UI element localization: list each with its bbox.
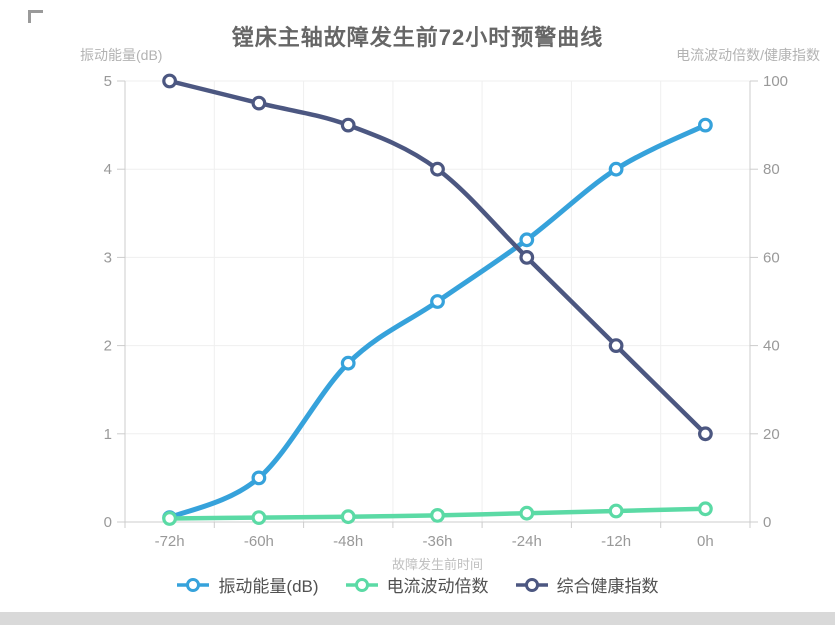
legend-line-marker-icon [177,577,210,592]
x-axis-tick-label: -48h [333,533,363,550]
data-point-marker [251,510,267,525]
data-point-marker [698,117,713,133]
plot-area: 0 1 2 3 4 5 0 20 40 60 80 100 -72h -60h -48h -36h -24h -1… [104,73,788,550]
x-axis-tick-label: -12h [601,533,631,550]
data-point-marker [251,95,267,111]
right-axis-title: 电流波动倍数/健康指数 [676,47,820,63]
data-point-marker [162,511,178,526]
legend: 振动能量(dB) 电流波动倍数 综合健康指数 [0,572,835,597]
data-point-marker [519,249,535,265]
data-point-marker [698,426,713,442]
left-axis-tick-label: 2 [104,338,112,355]
x-axis-tick-label: -60h [244,533,274,550]
x-axis-tick-label: -36h [422,533,452,550]
legend-label: 振动能量(dB) [218,577,319,596]
data-point-marker [340,355,356,371]
x-axis-title: 故障发生前时间 [391,557,483,572]
data-point-marker [608,338,624,354]
x-axis-tick-label: -72h [155,533,185,550]
legend-item-0[interactable]: 振动能量(dB) [176,572,319,597]
series-line-0 [167,122,708,521]
x-axis-tick-label: -24h [512,533,542,550]
corner-mark [28,10,43,23]
legend-line-marker-icon [515,577,548,592]
data-point-marker [430,508,445,523]
left-axis-title: 振动能量(dB) [80,47,163,63]
data-point-marker [430,161,445,177]
legend-item-1[interactable]: 电流波动倍数 [345,572,489,597]
legend-line-marker-icon [345,577,378,592]
data-point-marker [519,232,535,248]
data-point-marker [608,503,624,519]
right-axis-tick-label: 0 [763,514,771,531]
left-axis-tick-label: 5 [104,73,112,90]
right-axis-tick-label: 100 [763,73,788,90]
left-axis-tick-label: 0 [104,514,112,531]
data-point-marker [340,509,356,525]
left-axis-tick-label: 1 [104,426,112,443]
data-point-marker [430,294,445,309]
right-axis-tick-label: 40 [763,338,780,355]
data-point-marker [519,505,535,521]
legend-label: 电流波动倍数 [386,577,489,596]
data-point-marker [340,117,356,133]
right-axis-tick-label: 60 [763,249,780,266]
right-axis-tick-label: 80 [763,161,780,178]
right-axis-tick-label: 20 [763,426,780,443]
left-axis-tick-label: 4 [104,161,112,178]
data-point-marker [251,470,267,486]
data-point-marker [608,161,624,177]
data-point-marker [698,501,713,517]
x-axis-tick-label: 0h [697,533,714,550]
legend-item-2[interactable]: 综合健康指数 [515,572,659,597]
legend-label: 综合健康指数 [556,577,659,596]
bottom-bar [0,612,835,625]
left-axis-tick-label: 3 [104,249,112,266]
chart-title: 镗床主轴故障发生前72小时预警曲线 [231,25,604,50]
data-point-marker [162,73,178,89]
